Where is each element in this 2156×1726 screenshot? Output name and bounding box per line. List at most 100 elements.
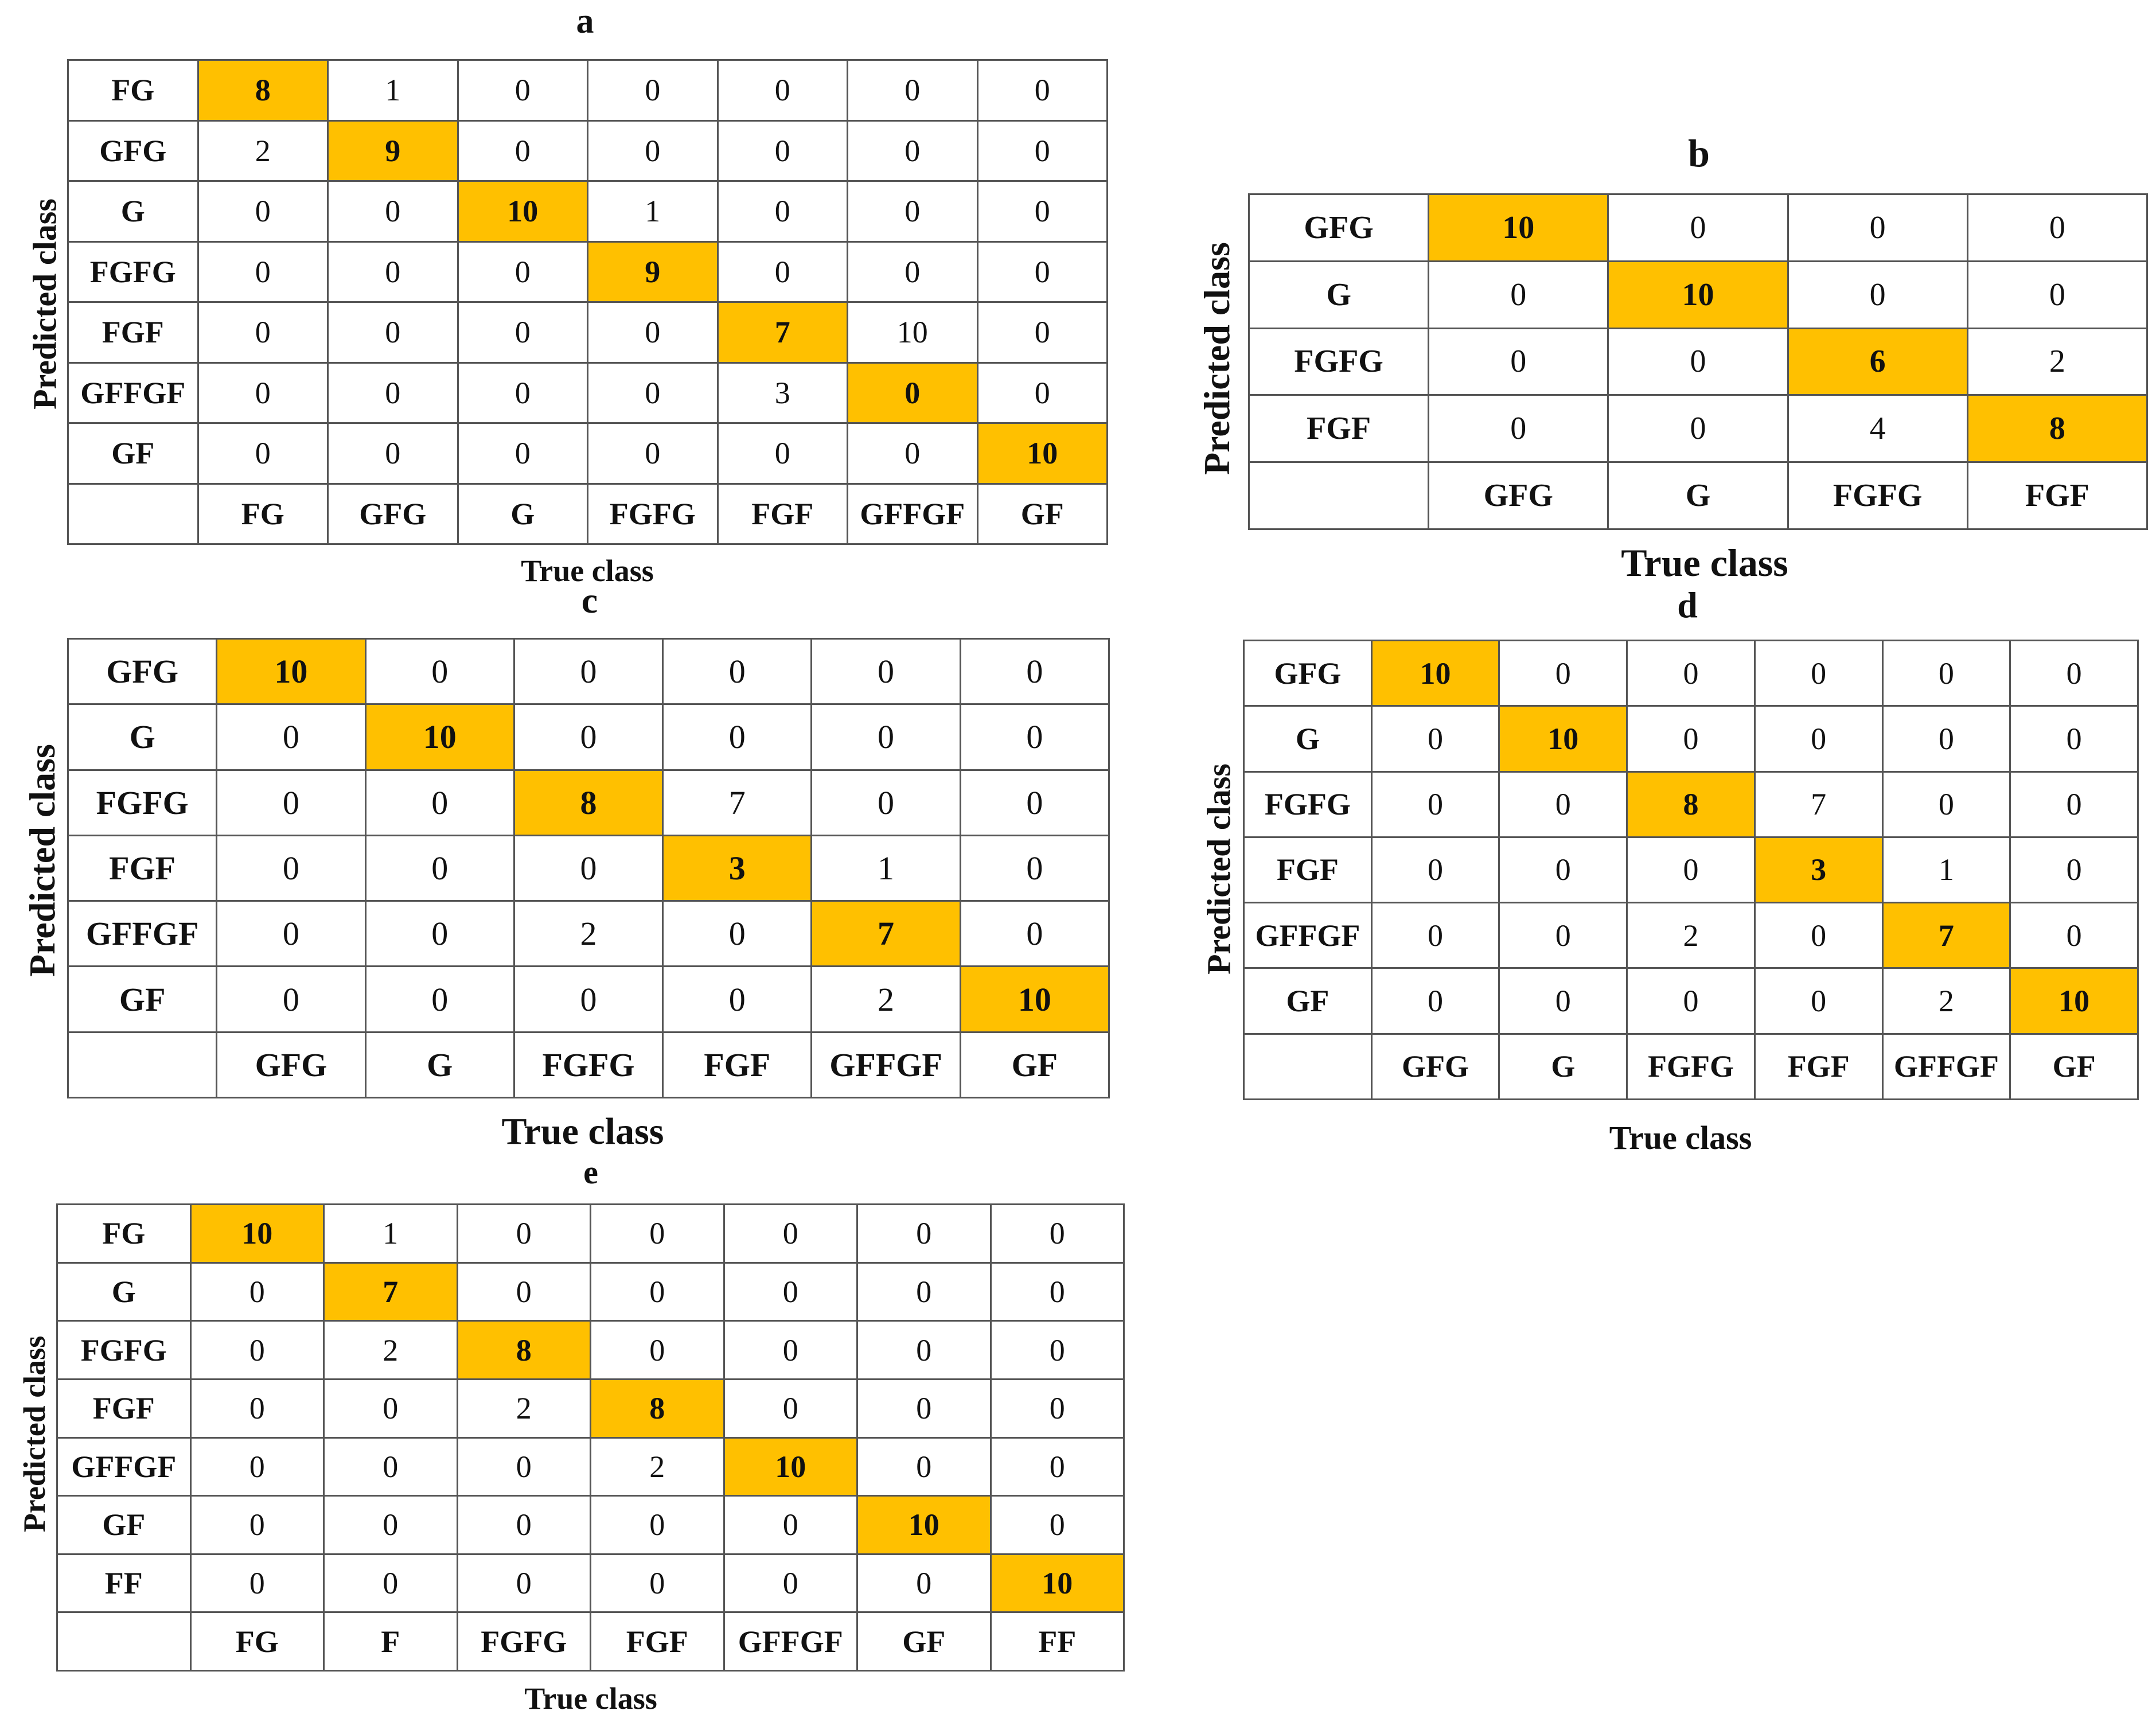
row-label: FGF [67, 301, 199, 364]
matrix-row: FGFG 0 0 6 2 [1247, 327, 2149, 396]
row-label: G [67, 180, 199, 243]
matrix-cell: 0 [1498, 902, 1628, 969]
column-header-row: FG GFG G FGFG FGF GFFGF GF [67, 482, 1108, 545]
matrix-cell: 0 [513, 834, 664, 902]
matrix-cell: 0 [216, 900, 367, 968]
row-label: GF [67, 422, 199, 485]
matrix-cell-diagonal: 10 [216, 637, 367, 706]
matrix-cell: 0 [1607, 193, 1789, 262]
column-label: FG [197, 482, 329, 545]
matrix-cell-diagonal: 6 [1787, 327, 1968, 396]
matrix-cell: 0 [2009, 639, 2139, 707]
matrix-cell: 0 [189, 1378, 325, 1439]
matrix-row: GFFGF 0 0 2 0 7 0 [1243, 902, 2139, 969]
matrix-row: FF 0 0 0 0 0 0 10 [56, 1553, 1125, 1614]
matrix-cell: 0 [723, 1378, 858, 1439]
matrix-cell: 0 [216, 703, 367, 771]
panel-e-xlabel: True class [524, 1681, 657, 1716]
column-label: FGF [590, 1611, 725, 1672]
matrix-cell-diagonal: 10 [1607, 260, 1789, 329]
column-label: GF [856, 1611, 992, 1672]
matrix-cell: 0 [587, 361, 719, 424]
matrix-cell: 0 [716, 240, 848, 303]
matrix-row: GFG 2 9 0 0 0 0 0 [67, 119, 1108, 182]
matrix-cell: 0 [847, 119, 978, 182]
confusion-matrix-e: FG 10 1 0 0 0 0 0 G 0 7 0 0 0 0 0 FGFG 0 2 8 0 0 0 0 FGF 0 0 2 8 0 0 0 G… [56, 1203, 1125, 1672]
matrix-cell: 0 [989, 1495, 1125, 1555]
column-label: GFG [327, 482, 459, 545]
corner-cell [1247, 461, 1430, 530]
row-label: FG [67, 59, 199, 122]
matrix-cell: 0 [847, 240, 978, 303]
matrix-cell: 0 [856, 1320, 992, 1380]
matrix-cell: 0 [723, 1203, 858, 1264]
panel-c-title: c [581, 580, 598, 621]
column-header-row: GFG G FGFG FGF GFFGF GF [1243, 1033, 2139, 1100]
matrix-cell: 0 [1626, 967, 1756, 1035]
matrix-cell: 0 [2009, 836, 2139, 904]
matrix-cell: 1 [587, 180, 719, 243]
matrix-row: FG 10 1 0 0 0 0 0 [56, 1203, 1125, 1264]
matrix-cell: 2 [323, 1320, 458, 1380]
column-label: GFFGF [810, 1031, 961, 1098]
panel-d-xlabel: True class [1609, 1119, 1752, 1156]
matrix-cell: 0 [1753, 967, 1884, 1035]
matrix-cell: 0 [959, 637, 1110, 706]
row-label: GF [56, 1495, 192, 1555]
matrix-cell: 0 [959, 900, 1110, 968]
matrix-cell: 2 [513, 900, 664, 968]
matrix-row: GF 0 0 0 0 0 0 10 [67, 422, 1108, 485]
matrix-cell: 0 [662, 965, 813, 1033]
matrix-cell: 0 [197, 422, 329, 485]
matrix-cell: 0 [197, 361, 329, 424]
matrix-cell-diagonal: 10 [856, 1495, 992, 1555]
row-label: FGF [1243, 836, 1373, 904]
matrix-cell: 0 [716, 119, 848, 182]
row-label: FF [56, 1553, 192, 1614]
matrix-cell-diagonal: 10 [723, 1436, 858, 1497]
matrix-cell: 0 [856, 1378, 992, 1439]
panel-a-xlabel: True class [521, 554, 654, 588]
matrix-cell: 0 [989, 1436, 1125, 1497]
matrix-cell-diagonal: 10 [1428, 193, 1609, 262]
matrix-cell: 0 [1607, 394, 1789, 463]
matrix-cell: 2 [197, 119, 329, 182]
matrix-cell: 0 [1370, 967, 1500, 1035]
confusion-matrix-a: FG 8 1 0 0 0 0 0 GFG 2 9 0 0 0 0 0 G 0 0 10 1 0 0 0 FGFG 0 0 0 9 0 0 0 F… [67, 59, 1108, 545]
matrix-cell-diagonal: 7 [1881, 902, 2011, 969]
matrix-cell: 0 [513, 965, 664, 1033]
matrix-cell: 0 [1498, 770, 1628, 838]
row-label: FGFG [56, 1320, 192, 1380]
matrix-cell: 0 [456, 1436, 591, 1497]
row-label: FGF [56, 1378, 192, 1439]
matrix-cell: 0 [1881, 639, 2011, 707]
matrix-row: FGFG 0 0 0 9 0 0 0 [67, 240, 1108, 303]
matrix-cell-diagonal: 7 [810, 900, 961, 968]
column-label: FGFG [513, 1031, 664, 1098]
matrix-cell: 3 [716, 361, 848, 424]
matrix-cell: 0 [810, 703, 961, 771]
matrix-row: GF 0 0 0 0 2 10 [67, 965, 1110, 1033]
matrix-row: G 0 10 0 0 0 0 [67, 703, 1110, 771]
matrix-cell-diagonal: 10 [189, 1203, 325, 1264]
matrix-cell: 0 [2009, 770, 2139, 838]
matrix-cell: 7 [1753, 770, 1884, 838]
matrix-cell: 0 [1753, 902, 1884, 969]
matrix-row: FGF 0 0 4 8 [1247, 394, 2149, 463]
column-header-row: FG F FGFG FGF GFFGF GF FF [56, 1611, 1125, 1672]
matrix-cell: 0 [1498, 639, 1628, 707]
matrix-cell: 2 [456, 1378, 591, 1439]
matrix-cell: 0 [856, 1261, 992, 1322]
matrix-cell: 0 [587, 301, 719, 364]
row-label: FGFG [67, 769, 218, 836]
matrix-cell: 0 [456, 1495, 591, 1555]
matrix-cell: 0 [1498, 967, 1628, 1035]
matrix-cell: 0 [723, 1553, 858, 1614]
matrix-cell: 0 [457, 119, 588, 182]
column-label: GF [2009, 1033, 2139, 1100]
matrix-cell: 0 [323, 1553, 458, 1614]
matrix-cell: 0 [1787, 193, 1968, 262]
matrix-cell: 0 [1753, 705, 1884, 773]
matrix-cell-diagonal: 10 [457, 180, 588, 243]
matrix-row: FGF 0 0 2 8 0 0 0 [56, 1378, 1125, 1439]
